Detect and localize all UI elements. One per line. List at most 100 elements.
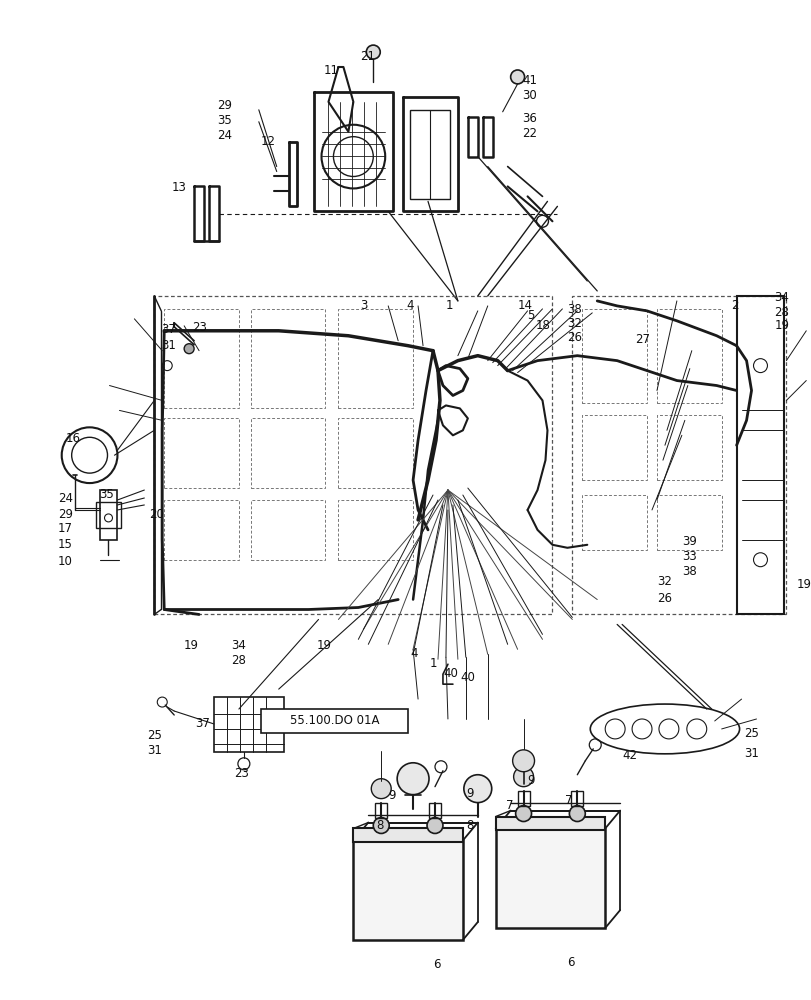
Bar: [214, 697, 283, 752]
Bar: [251, 500, 325, 560]
Bar: [338, 500, 413, 560]
Circle shape: [373, 818, 388, 833]
Bar: [96, 502, 122, 528]
Bar: [581, 309, 646, 403]
Bar: [164, 418, 238, 488]
Bar: [656, 415, 721, 480]
Text: 9: 9: [466, 787, 473, 800]
Circle shape: [569, 806, 585, 822]
Text: 39: 39: [681, 535, 696, 548]
Bar: [571, 791, 582, 806]
Circle shape: [463, 775, 491, 803]
Text: 15: 15: [58, 538, 72, 551]
Text: 31: 31: [161, 339, 176, 352]
Text: 55.100.DO 01A: 55.100.DO 01A: [290, 714, 379, 727]
Text: 7: 7: [505, 799, 513, 812]
Bar: [581, 415, 646, 480]
Bar: [495, 828, 604, 928]
Text: 29: 29: [58, 508, 73, 521]
Text: 8: 8: [466, 819, 473, 832]
Bar: [164, 309, 238, 408]
Text: 24: 24: [217, 129, 232, 142]
Text: 6: 6: [567, 956, 574, 969]
Text: 28: 28: [774, 306, 788, 319]
Text: 28: 28: [230, 654, 246, 667]
Text: 14: 14: [517, 299, 532, 312]
Text: 11: 11: [323, 64, 338, 77]
Bar: [581, 495, 646, 550]
Text: 1: 1: [445, 299, 453, 312]
Bar: [410, 110, 449, 199]
Text: 9: 9: [388, 789, 395, 802]
Text: 1: 1: [430, 657, 437, 670]
Circle shape: [427, 818, 443, 833]
Circle shape: [513, 767, 533, 787]
Text: 27: 27: [634, 333, 650, 346]
Circle shape: [512, 750, 534, 772]
Bar: [572, 296, 785, 614]
Text: 34: 34: [774, 291, 788, 304]
Text: 35: 35: [217, 114, 231, 127]
Text: 42: 42: [621, 749, 637, 762]
Bar: [260, 709, 408, 733]
Text: 17: 17: [58, 522, 73, 535]
Text: 21: 21: [360, 50, 375, 63]
Bar: [428, 803, 440, 818]
Text: 19: 19: [184, 639, 199, 652]
Bar: [251, 309, 325, 408]
Text: 26: 26: [656, 592, 672, 605]
Text: 4: 4: [406, 299, 413, 312]
Bar: [353, 840, 462, 940]
Bar: [338, 309, 413, 408]
Bar: [338, 418, 413, 488]
Text: 23: 23: [192, 321, 207, 334]
Bar: [656, 495, 721, 550]
Text: 32: 32: [656, 575, 671, 588]
Text: 5: 5: [527, 309, 534, 322]
Text: 32: 32: [567, 317, 581, 330]
Text: 22: 22: [522, 127, 537, 140]
Text: 20: 20: [149, 508, 164, 521]
Text: 10: 10: [58, 555, 72, 568]
Bar: [517, 791, 529, 806]
Text: 25: 25: [147, 729, 162, 742]
Bar: [251, 418, 325, 488]
Bar: [736, 296, 783, 614]
Bar: [100, 490, 118, 540]
Bar: [154, 296, 551, 614]
Text: 3: 3: [360, 299, 367, 312]
Text: 12: 12: [260, 135, 276, 148]
Text: 40: 40: [443, 667, 457, 680]
Text: 7: 7: [564, 794, 573, 807]
Circle shape: [184, 344, 194, 354]
Text: 35: 35: [100, 488, 114, 501]
Text: 6: 6: [432, 958, 440, 971]
Text: 26: 26: [567, 331, 581, 344]
Text: 30: 30: [522, 89, 537, 102]
Text: 38: 38: [681, 565, 696, 578]
Text: 29: 29: [217, 99, 232, 112]
Text: 31: 31: [147, 744, 162, 757]
Text: 19: 19: [774, 319, 788, 332]
Text: 16: 16: [66, 432, 80, 445]
Bar: [495, 817, 604, 830]
Text: 25: 25: [744, 727, 758, 740]
Bar: [164, 500, 238, 560]
Text: 9: 9: [527, 774, 534, 787]
Text: 18: 18: [535, 319, 550, 332]
Text: 2: 2: [731, 299, 738, 312]
Circle shape: [515, 806, 531, 822]
Text: 37: 37: [161, 323, 176, 336]
Circle shape: [510, 70, 524, 84]
Text: 24: 24: [58, 492, 73, 505]
Text: 40: 40: [459, 671, 474, 684]
Circle shape: [397, 763, 428, 795]
Text: 41: 41: [522, 74, 537, 87]
Text: 8: 8: [375, 819, 383, 832]
Circle shape: [371, 779, 391, 799]
Text: 37: 37: [195, 717, 210, 730]
Text: 13: 13: [171, 181, 186, 194]
Text: 4: 4: [410, 647, 417, 660]
Text: 33: 33: [681, 550, 696, 563]
Bar: [656, 309, 721, 403]
